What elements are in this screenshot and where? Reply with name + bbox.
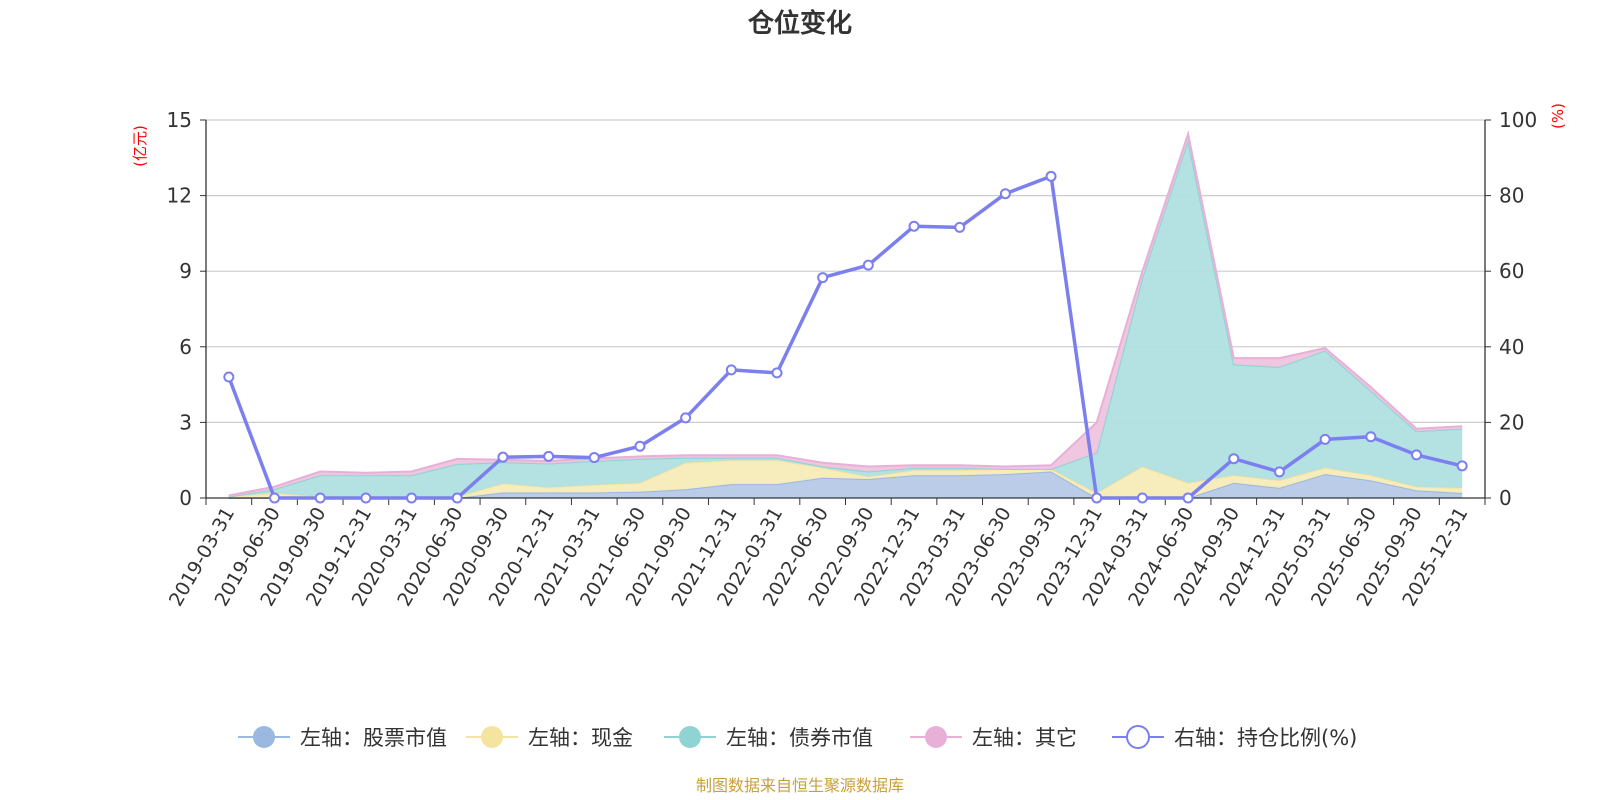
ratio-point[interactable]	[817, 272, 829, 284]
ratio-point[interactable]	[543, 450, 555, 462]
chart-title: 仓位变化	[747, 8, 852, 39]
ratio-point[interactable]	[1365, 431, 1377, 443]
stacked-areas	[228, 130, 1463, 499]
legend-marker	[1126, 725, 1150, 749]
left-axis-unit: (亿元)	[131, 125, 149, 167]
right-axis-tick-label: 100	[1499, 108, 1537, 132]
ratio-point[interactable]	[360, 492, 372, 504]
legend-label: 左轴：股票市值	[300, 726, 447, 750]
legend-label: 左轴：现金	[528, 726, 633, 750]
legend[interactable]: 左轴：股票市值 左轴：现金 左轴：债券市值 左轴：其它 右轴：持仓比例(%)	[238, 725, 1357, 750]
ratio-line-path	[227, 174, 1463, 500]
legend-marker	[253, 726, 275, 748]
ratio-point[interactable]	[954, 221, 966, 233]
area-series-2	[228, 460, 1463, 498]
ratio-point[interactable]	[862, 259, 874, 271]
legend-marker	[481, 726, 503, 748]
left-axis-tick-label: 0	[179, 486, 192, 510]
left-axis-tick-label: 15	[167, 108, 192, 132]
area-series-1	[228, 471, 1463, 498]
ratio-point[interactable]	[725, 364, 737, 376]
left-axis-tick-label: 6	[179, 335, 192, 359]
right-axis-tick-label: 80	[1499, 184, 1524, 208]
source-note: 制图数据来自恒生聚源数据库	[696, 776, 904, 795]
legend-item-3[interactable]: 左轴：债券市值	[664, 726, 873, 750]
legend-label: 左轴：债券市值	[726, 726, 873, 750]
ratio-point[interactable]	[908, 220, 920, 232]
ratio-point[interactable]	[1410, 449, 1422, 461]
ratio-point[interactable]	[1091, 492, 1103, 504]
legend-item-1[interactable]: 左轴：股票市值	[238, 726, 447, 750]
ratio-point[interactable]	[223, 371, 235, 383]
ratio-point[interactable]	[1228, 453, 1240, 465]
legend-marker	[925, 726, 947, 748]
ratio-point[interactable]	[1182, 492, 1194, 504]
ratio-point[interactable]	[269, 492, 281, 504]
right-axis-unit: (%)	[1549, 103, 1567, 129]
left-axis-tick-label: 12	[167, 184, 192, 208]
legend-label: 右轴：持仓比例(%)	[1174, 726, 1357, 750]
ratio-point[interactable]	[1136, 492, 1148, 504]
left-axis-tick-label: 3	[179, 410, 192, 434]
right-axis-tick-label: 60	[1499, 259, 1524, 283]
right-axis-tick-label: 20	[1499, 410, 1524, 434]
area-series-edge-4	[228, 130, 1463, 497]
ratio-point[interactable]	[771, 367, 783, 379]
area-series-3	[228, 140, 1463, 497]
ratio-point[interactable]	[406, 492, 418, 504]
ratio-point[interactable]	[314, 492, 326, 504]
right-axis-tick-label: 40	[1499, 335, 1524, 359]
legend-marker	[679, 726, 701, 748]
ratio-line	[223, 170, 1468, 504]
ratio-point[interactable]	[1456, 460, 1468, 472]
ratio-point[interactable]	[1319, 433, 1331, 445]
ratio-point[interactable]	[497, 451, 509, 463]
ratio-point[interactable]	[1045, 170, 1057, 182]
right-axis-tick-label: 0	[1499, 486, 1512, 510]
legend-item-4[interactable]: 左轴：其它	[910, 726, 1077, 750]
legend-item-2[interactable]: 左轴：现金	[466, 726, 633, 750]
ratio-point[interactable]	[999, 188, 1011, 200]
left-axis-tick-label: 9	[179, 259, 192, 283]
legend-item-5[interactable]: 右轴：持仓比例(%)	[1112, 725, 1357, 750]
legend-label: 左轴：其它	[972, 726, 1077, 750]
ratio-point[interactable]	[588, 452, 600, 464]
ratio-point[interactable]	[451, 492, 463, 504]
ratio-point[interactable]	[680, 412, 692, 424]
ratio-point[interactable]	[634, 440, 646, 452]
ratio-point[interactable]	[1273, 466, 1285, 478]
